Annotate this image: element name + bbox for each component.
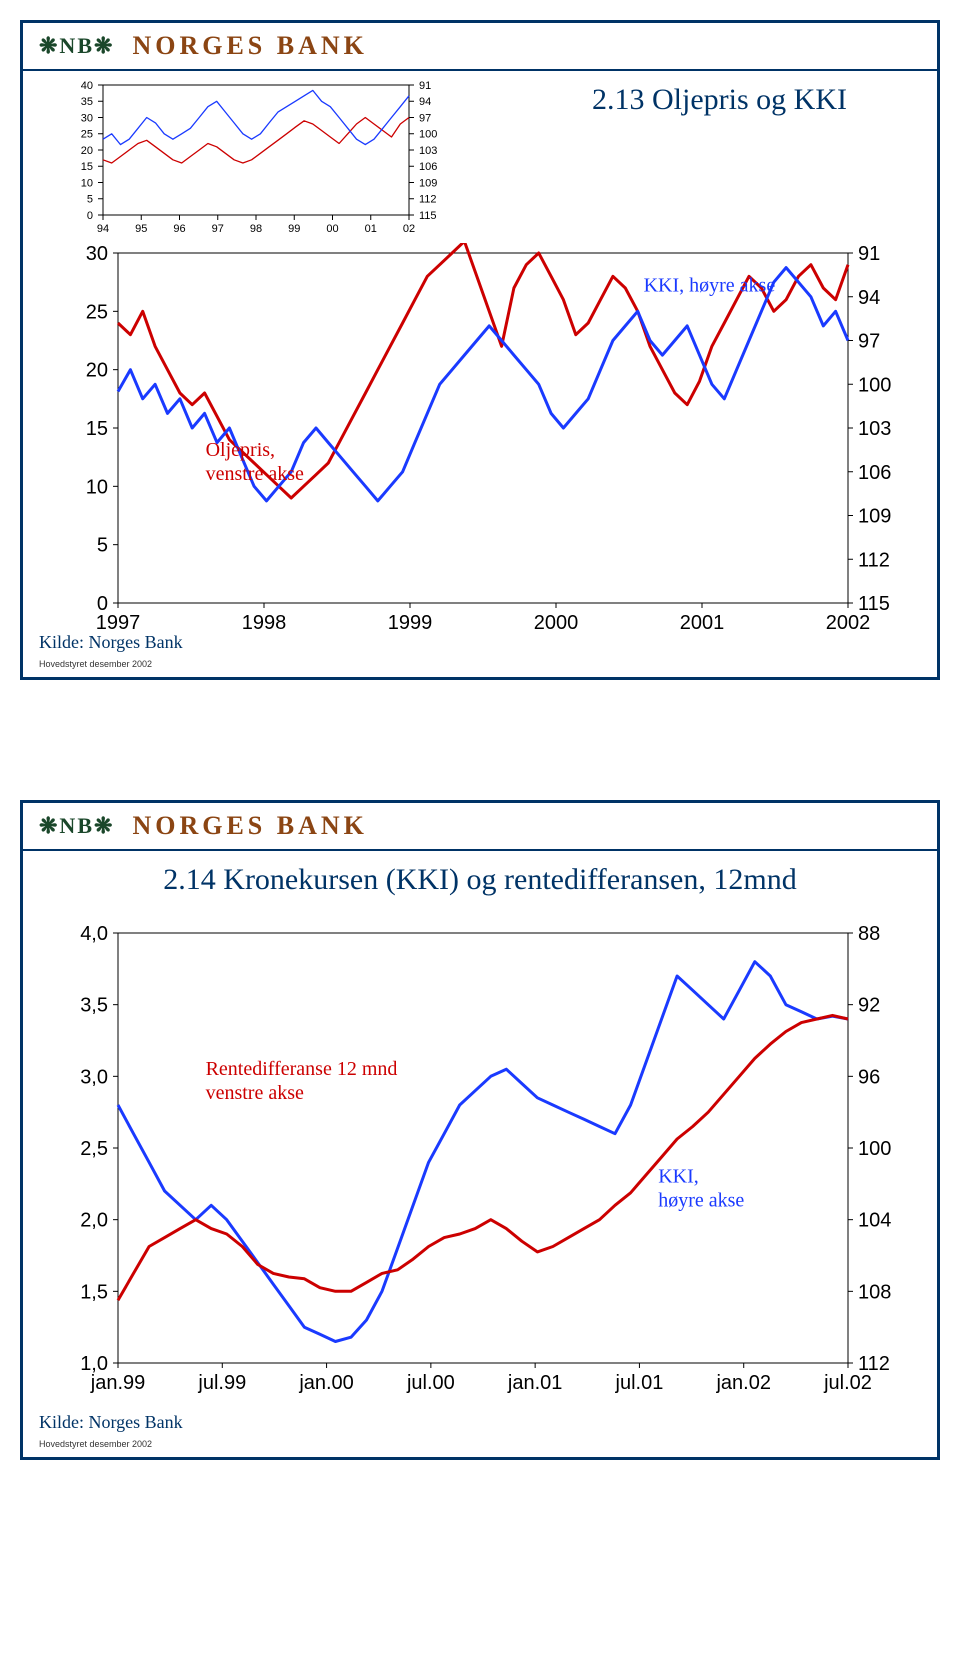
svg-text:jul.00: jul.00: [406, 1372, 455, 1394]
bank-name: NORGES BANK: [132, 811, 367, 841]
svg-text:venstre akse: venstre akse: [206, 1082, 304, 1104]
footer-label: Hovedstyret desember 2002: [39, 1439, 152, 1449]
svg-text:30: 30: [86, 243, 108, 265]
svg-text:Rentedifferanse 12 mnd: Rentedifferanse 12 mnd: [206, 1058, 398, 1080]
main-chart: 0510152025309194971001031061091121151997…: [63, 243, 903, 643]
svg-text:15: 15: [86, 418, 108, 440]
svg-text:02: 02: [403, 223, 415, 235]
svg-text:97: 97: [212, 223, 224, 235]
footer-label: Hovedstyret desember 2002: [39, 659, 152, 669]
header: ❋NB❋ NORGES BANK: [23, 23, 937, 71]
header: ❋NB❋ NORGES BANK: [23, 803, 937, 851]
svg-text:Oljepris,: Oljepris,: [206, 439, 275, 461]
svg-text:jan.01: jan.01: [507, 1372, 563, 1394]
svg-text:2002: 2002: [826, 612, 871, 634]
svg-text:98: 98: [250, 223, 262, 235]
svg-text:20: 20: [81, 145, 93, 157]
source-label: Kilde: Norges Bank: [39, 632, 183, 653]
svg-text:KKI,: KKI,: [658, 1165, 699, 1187]
svg-text:jul.01: jul.01: [615, 1372, 664, 1394]
svg-text:jan.00: jan.00: [298, 1372, 354, 1394]
svg-text:2,5: 2,5: [80, 1138, 108, 1160]
svg-text:88: 88: [858, 923, 880, 945]
svg-text:94: 94: [97, 223, 109, 235]
svg-text:96: 96: [173, 223, 185, 235]
svg-text:10: 10: [81, 177, 93, 189]
svg-text:1997: 1997: [96, 612, 141, 634]
svg-text:35: 35: [81, 96, 93, 108]
slide-1: ❋NB❋ NORGES BANK 2.13 Oljepris og KKI 0 5…: [20, 20, 940, 680]
svg-text:15: 15: [81, 161, 93, 173]
slide-title: 2.13 Oljepris og KKI: [592, 83, 847, 117]
svg-text:96: 96: [858, 1066, 880, 1088]
slide-title: 2.14 Kronekursen (KKI) og rentedifferans…: [23, 863, 937, 897]
svg-text:2001: 2001: [680, 612, 725, 634]
svg-text:3,5: 3,5: [80, 995, 108, 1017]
svg-text:97: 97: [858, 331, 880, 353]
svg-text:103: 103: [419, 145, 437, 157]
inset-chart: 0 5 10 15 20 25 30 35 40 91 94 97 100 103 106 109 112 115…: [73, 79, 443, 239]
svg-text:94: 94: [858, 287, 880, 309]
svg-text:1998: 1998: [242, 612, 287, 634]
svg-text:100: 100: [419, 129, 437, 141]
svg-text:112: 112: [419, 194, 437, 206]
svg-text:109: 109: [858, 506, 891, 528]
svg-text:00: 00: [326, 223, 338, 235]
svg-text:95: 95: [135, 223, 147, 235]
svg-text:94: 94: [419, 96, 431, 108]
main-chart: 1,01,52,02,53,03,54,0889296100104108112j…: [63, 923, 903, 1403]
svg-text:5: 5: [97, 535, 108, 557]
svg-text:2000: 2000: [534, 612, 579, 634]
svg-text:KKI, høyre akse: KKI, høyre akse: [644, 275, 776, 297]
svg-text:jul.99: jul.99: [197, 1372, 246, 1394]
svg-text:100: 100: [858, 374, 891, 396]
nb-logo-icon: ❋NB❋: [39, 33, 114, 59]
svg-text:10: 10: [86, 476, 108, 498]
svg-text:92: 92: [858, 995, 880, 1017]
svg-text:91: 91: [858, 243, 880, 265]
svg-text:115: 115: [419, 210, 437, 222]
svg-text:1,5: 1,5: [80, 1281, 108, 1303]
source-label: Kilde: Norges Bank: [39, 1412, 183, 1433]
svg-text:jan.99: jan.99: [90, 1372, 146, 1394]
svg-text:25: 25: [81, 129, 93, 141]
svg-text:jan.02: jan.02: [715, 1372, 771, 1394]
svg-text:3,0: 3,0: [80, 1066, 108, 1088]
svg-text:97: 97: [419, 112, 431, 124]
svg-text:91: 91: [419, 80, 431, 92]
svg-text:venstre akse: venstre akse: [206, 463, 304, 485]
svg-text:høyre akse: høyre akse: [658, 1189, 744, 1211]
svg-text:103: 103: [858, 418, 891, 440]
svg-text:4,0: 4,0: [80, 923, 108, 945]
svg-text:0: 0: [87, 210, 93, 222]
svg-text:1999: 1999: [388, 612, 433, 634]
svg-text:25: 25: [86, 301, 108, 323]
svg-text:jul.02: jul.02: [823, 1372, 872, 1394]
nb-logo-icon: ❋NB❋: [39, 813, 114, 839]
svg-text:106: 106: [419, 161, 437, 173]
svg-text:112: 112: [858, 549, 890, 571]
svg-text:104: 104: [858, 1210, 891, 1232]
svg-text:5: 5: [87, 194, 93, 206]
bank-name: NORGES BANK: [132, 31, 367, 61]
slide-2: ❋NB❋ NORGES BANK 2.14 Kronekursen (KKI) …: [20, 800, 940, 1460]
svg-text:40: 40: [81, 80, 93, 92]
svg-text:30: 30: [81, 112, 93, 124]
svg-text:100: 100: [858, 1138, 891, 1160]
svg-text:108: 108: [858, 1281, 891, 1303]
svg-text:2,0: 2,0: [80, 1210, 108, 1232]
svg-text:106: 106: [858, 462, 891, 484]
svg-text:99: 99: [288, 223, 300, 235]
svg-text:109: 109: [419, 177, 437, 189]
svg-text:20: 20: [86, 360, 108, 382]
svg-text:01: 01: [365, 223, 377, 235]
